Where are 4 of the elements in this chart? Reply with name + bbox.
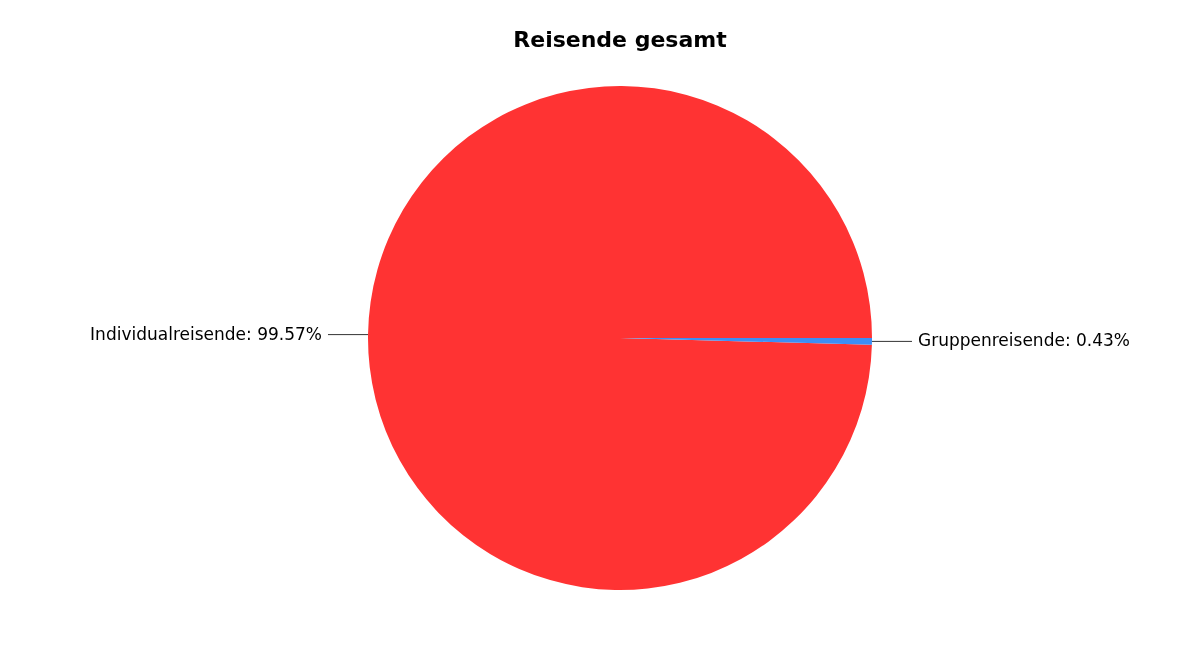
slice-label: Individualreisende: 99.57% — [90, 323, 322, 344]
pie-slice — [368, 86, 872, 590]
slice-label: Gruppenreisende: 0.43% — [918, 330, 1131, 351]
chart-title: Reisende gesamt — [513, 27, 728, 52]
